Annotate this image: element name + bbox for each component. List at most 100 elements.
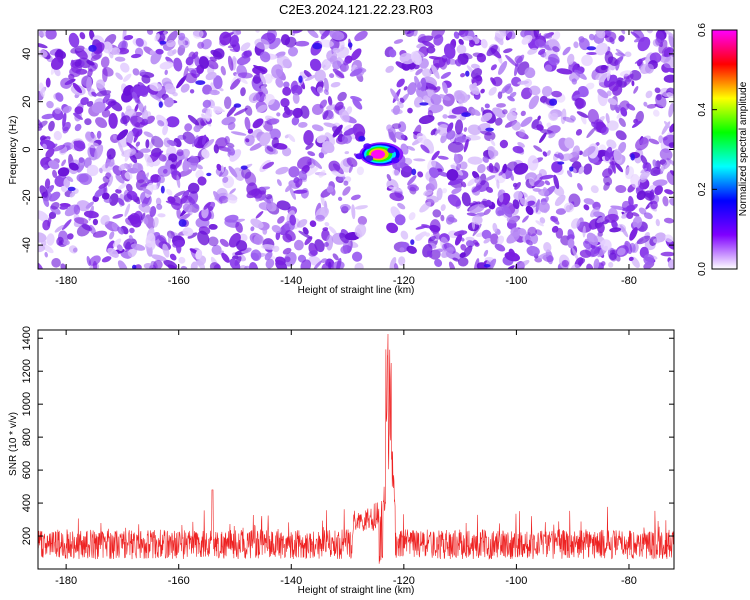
heatmap-cell bbox=[629, 227, 638, 241]
heatmap-cell bbox=[354, 205, 368, 210]
heatmap-cell bbox=[276, 200, 291, 211]
heatmap-cell bbox=[419, 102, 429, 106]
heatmap-cell bbox=[491, 76, 503, 87]
heatmap-cell bbox=[274, 256, 286, 266]
heatmap-cell bbox=[117, 197, 125, 206]
heatmap-cell bbox=[659, 148, 673, 161]
heatmap-cell bbox=[607, 97, 618, 106]
heatmap-cell bbox=[207, 59, 219, 70]
heatmap-cell bbox=[226, 146, 236, 156]
heatmap-cell bbox=[118, 163, 127, 171]
heatmap-cell bbox=[615, 184, 627, 194]
heatmap-cell bbox=[285, 184, 293, 193]
heatmap-cell bbox=[262, 161, 275, 170]
heatmap-cell bbox=[189, 89, 195, 94]
heatmap-cell bbox=[156, 114, 168, 127]
y-tick-label: 20 bbox=[21, 96, 33, 108]
heatmap-cell bbox=[393, 39, 404, 44]
heatmap-cell bbox=[570, 218, 581, 229]
heatmap-cell bbox=[344, 151, 350, 155]
heatmap-cell bbox=[162, 168, 168, 174]
heatmap-cell bbox=[334, 101, 344, 111]
heatmap-cell bbox=[112, 134, 117, 140]
heatmap-cell bbox=[571, 78, 578, 85]
heatmap-cell bbox=[566, 53, 575, 65]
heatmap-cell bbox=[98, 182, 109, 189]
heatmap-cell bbox=[210, 49, 223, 58]
heatmap-cell bbox=[531, 119, 539, 129]
heatmap-cell bbox=[343, 180, 349, 186]
heatmap-cell bbox=[511, 120, 521, 131]
heatmap-cell bbox=[132, 162, 142, 172]
heatmap-cell bbox=[561, 259, 570, 268]
heatmap-cell bbox=[339, 108, 350, 123]
heatmap-cell bbox=[504, 251, 521, 262]
heatmap-cell bbox=[667, 259, 674, 269]
heatmap-cell bbox=[513, 162, 529, 175]
x-tick-label: -80 bbox=[621, 275, 637, 287]
heatmap-cell bbox=[494, 30, 505, 39]
heatmap-cell bbox=[188, 197, 196, 205]
heatmap-cell bbox=[526, 200, 536, 207]
heatmap-cell bbox=[207, 206, 214, 211]
heatmap-cell bbox=[605, 30, 612, 37]
heatmap-cell bbox=[101, 109, 111, 118]
heatmap-cell bbox=[432, 209, 442, 218]
heatmap-cell bbox=[398, 121, 407, 133]
heatmap-cell bbox=[158, 154, 167, 162]
heatmap-cell bbox=[437, 124, 450, 136]
heatmap-cell bbox=[514, 55, 523, 64]
heatmap-cell bbox=[41, 113, 55, 120]
heatmap-cell bbox=[123, 35, 134, 41]
heatmap-cell bbox=[662, 196, 669, 207]
heatmap-cell bbox=[448, 261, 456, 269]
heatmap-cell bbox=[586, 232, 599, 246]
heatmap-cell bbox=[569, 166, 574, 172]
heatmap-cell bbox=[644, 63, 655, 74]
heatmap-cell bbox=[264, 73, 273, 84]
heatmap-cell bbox=[166, 188, 173, 196]
heatmap-cell bbox=[604, 51, 614, 64]
heatmap-cell bbox=[666, 157, 674, 168]
heatmap-cell bbox=[121, 90, 134, 103]
heatmap-cell bbox=[288, 133, 296, 143]
heatmap-cell bbox=[46, 100, 54, 109]
heatmap-cell bbox=[399, 52, 415, 65]
heatmap-cell bbox=[605, 112, 610, 124]
heatmap-cell bbox=[614, 162, 624, 173]
heatmap-cell bbox=[104, 102, 114, 111]
heatmap-cell bbox=[123, 193, 133, 203]
heatmap-cell bbox=[539, 132, 547, 144]
heatmap-cell bbox=[520, 116, 533, 127]
heatmap-cell bbox=[631, 80, 635, 87]
heatmap-cell bbox=[206, 172, 212, 177]
heatmap-cell bbox=[350, 48, 362, 61]
heatmap-cell bbox=[451, 106, 468, 115]
heatmap-cell bbox=[60, 263, 67, 269]
heatmap-cell bbox=[291, 116, 300, 126]
heatmap-cell bbox=[187, 156, 199, 168]
heatmap-cell bbox=[180, 83, 190, 93]
heatmap-cell bbox=[60, 185, 68, 193]
heatmap-cell bbox=[654, 87, 661, 94]
heatmap-cell bbox=[428, 236, 436, 242]
heatmap-cell bbox=[261, 244, 276, 250]
heatmap-cell bbox=[541, 85, 553, 97]
heatmap-cell bbox=[209, 89, 220, 96]
heatmap-cell bbox=[534, 39, 546, 49]
heatmap-cell bbox=[139, 148, 151, 153]
heatmap-cell bbox=[557, 161, 565, 165]
y-tick-label: 1000 bbox=[21, 392, 33, 416]
heatmap-cell bbox=[528, 95, 540, 110]
heatmap-cell bbox=[52, 169, 58, 178]
heatmap-cell bbox=[222, 176, 229, 183]
heatmap-cell bbox=[416, 132, 427, 144]
heatmap-cell bbox=[106, 148, 116, 160]
heatmap-cell bbox=[614, 104, 622, 112]
heatmap-cell bbox=[107, 175, 114, 187]
heatmap-cell bbox=[296, 219, 308, 228]
heatmap-cell bbox=[187, 114, 200, 126]
heatmap-cell bbox=[513, 190, 523, 201]
heatmap-cell bbox=[413, 124, 422, 140]
heatmap-cell bbox=[533, 145, 543, 152]
